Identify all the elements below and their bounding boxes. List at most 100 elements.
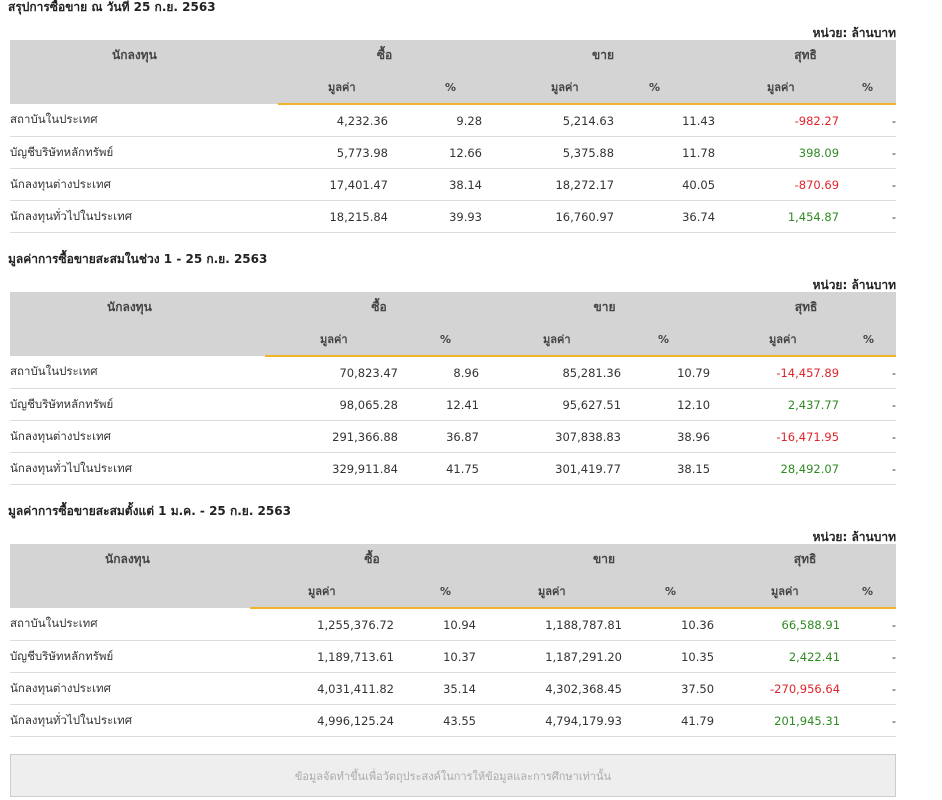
sell-percent: 36.74	[614, 200, 716, 233]
buy-value: 4,996,125.24	[250, 704, 394, 737]
buy-percent: 35.14	[394, 672, 495, 705]
buy-percent: 9.28	[388, 104, 492, 137]
table-row: นักลงทุนทั่วไปในประเทศ 329,911.84 41.75 …	[10, 452, 897, 485]
sell-percent: 38.15	[621, 452, 717, 485]
table-row: สถาบันในประเทศ 1,255,376.72 10.94 1,188,…	[10, 608, 897, 641]
buy-percent: 36.87	[398, 420, 494, 453]
buy-percent: 39.93	[388, 200, 492, 233]
sell-value-header: มูลค่า	[494, 575, 623, 609]
net-percent-header: %	[840, 575, 897, 609]
investor-name: บัญชีบริษัทหลักทรัพย์	[10, 640, 250, 673]
header-spacer	[10, 575, 250, 608]
net-percent: -	[839, 200, 897, 233]
net-percent: -	[840, 608, 897, 641]
buy-value: 98,065.28	[265, 388, 398, 421]
investor-name: นักลงทุนทั่วไปในประเทศ	[10, 452, 265, 485]
net-value-header: มูลค่า	[715, 71, 840, 105]
section-title: มูลค่าการซื้อขายสะสมในช่วง 1 - 25 ก.ย. 2…	[8, 252, 268, 266]
buy-header: ซื้อ	[250, 544, 495, 575]
section-title: มูลค่าการซื้อขายสะสมตั้งแต่ 1 ม.ค. - 25 …	[8, 504, 291, 518]
net-percent: -	[840, 640, 897, 673]
buy-value: 4,031,411.82	[250, 672, 394, 705]
sell-value: 4,794,179.93	[494, 704, 623, 737]
investor-name: สถาบันในประเทศ	[10, 608, 250, 641]
sell-value-header: มูลค่า	[493, 323, 622, 357]
buy-value: 5,773.98	[278, 136, 388, 169]
net-value: 28,492.07	[716, 452, 840, 485]
buy-value: 291,366.88	[265, 420, 398, 453]
unit-label: หน่วย: ล้านบาท	[812, 278, 896, 292]
buy-value-header: มูลค่า	[278, 71, 388, 105]
net-header: สุทธิ	[716, 292, 897, 323]
sell-header: ขาย	[493, 292, 717, 323]
sell-value: 5,375.88	[491, 136, 615, 169]
net-percent: -	[839, 168, 897, 201]
buy-percent: 38.14	[388, 168, 492, 201]
sell-value: 16,760.97	[491, 200, 615, 233]
sell-percent: 10.36	[622, 608, 715, 641]
table-row: นักลงทุนต่างประเทศ 17,401.47 38.14 18,27…	[10, 168, 897, 201]
net-percent: -	[839, 136, 897, 169]
net-percent: -	[839, 452, 897, 485]
net-value: 398.09	[715, 136, 840, 169]
buy-percent: 10.94	[394, 608, 495, 641]
sell-value: 1,188,787.81	[494, 608, 623, 641]
section-title: สรุปการซื้อขาย ณ วันที่ 25 ก.ย. 2563	[8, 0, 216, 14]
sell-percent-header: %	[622, 575, 715, 609]
net-value-header: มูลค่า	[714, 575, 841, 609]
investor-name: นักลงทุนทั่วไปในประเทศ	[10, 200, 278, 233]
sell-percent: 11.78	[614, 136, 716, 169]
buy-value: 18,215.84	[278, 200, 388, 233]
table-row: นักลงทุนต่างประเทศ 291,366.88 36.87 307,…	[10, 420, 897, 453]
sell-value: 301,419.77	[493, 452, 622, 485]
unit-label: หน่วย: ล้านบาท	[812, 26, 896, 40]
trading-table: นักลงทุน ซื้อ ขาย สุทธิ มูลค่า % มูลค่า …	[10, 544, 897, 737]
buy-value: 329,911.84	[265, 452, 398, 485]
net-value: 201,945.31	[714, 704, 841, 737]
investor-name: นักลงทุนต่างประเทศ	[10, 168, 278, 201]
buy-percent: 10.37	[394, 640, 495, 673]
table-row: บัญชีบริษัทหลักทรัพย์ 5,773.98 12.66 5,3…	[10, 136, 897, 169]
trading-table: นักลงทุน ซื้อ ขาย สุทธิ มูลค่า % มูลค่า …	[10, 40, 897, 233]
buy-value-header: มูลค่า	[250, 575, 394, 609]
sell-percent: 40.05	[614, 168, 716, 201]
investor-name: บัญชีบริษัทหลักทรัพย์	[10, 136, 278, 169]
net-percent-header: %	[839, 323, 897, 357]
investor-name: นักลงทุนทั่วไปในประเทศ	[10, 704, 250, 737]
sell-percent: 12.10	[621, 388, 717, 421]
investor-name: นักลงทุนต่างประเทศ	[10, 672, 250, 705]
net-value: -870.69	[715, 168, 840, 201]
sell-value: 307,838.83	[493, 420, 622, 453]
disclaimer-note: ข้อมูลจัดทำขึ้นเพื่อวัตถุประสงค์ในการให้…	[10, 754, 896, 797]
net-value: -14,457.89	[716, 356, 840, 389]
sell-value: 18,272.17	[491, 168, 615, 201]
sell-value: 1,187,291.20	[494, 640, 623, 673]
net-percent: -	[839, 420, 897, 453]
buy-percent: 43.55	[394, 704, 495, 737]
net-percent: -	[839, 356, 897, 389]
buy-percent-header: %	[394, 575, 495, 609]
investor-name: สถาบันในประเทศ	[10, 356, 265, 389]
sell-value: 4,302,368.45	[494, 672, 623, 705]
net-percent: -	[840, 672, 897, 705]
investor-header: นักลงทุน	[10, 292, 265, 323]
investor-name: สถาบันในประเทศ	[10, 104, 278, 137]
buy-header: ซื้อ	[278, 40, 492, 71]
investor-name: บัญชีบริษัทหลักทรัพย์	[10, 388, 265, 421]
table-row: นักลงทุนทั่วไปในประเทศ 4,996,125.24 43.5…	[10, 704, 897, 737]
investor-name: นักลงทุนต่างประเทศ	[10, 420, 265, 453]
unit-label: หน่วย: ล้านบาท	[812, 530, 896, 544]
buy-value: 17,401.47	[278, 168, 388, 201]
net-value: 2,437.77	[716, 388, 840, 421]
net-value-header: มูลค่า	[716, 323, 840, 357]
buy-percent-header: %	[398, 323, 494, 357]
table-row: นักลงทุนต่างประเทศ 4,031,411.82 35.14 4,…	[10, 672, 897, 705]
buy-percent-header: %	[388, 71, 492, 105]
net-value: -982.27	[715, 104, 840, 137]
net-header: สุทธิ	[714, 544, 897, 575]
net-percent: -	[839, 104, 897, 137]
buy-percent: 8.96	[398, 356, 494, 389]
table-row: บัญชีบริษัทหลักทรัพย์ 1,189,713.61 10.37…	[10, 640, 897, 673]
investor-header: นักลงทุน	[10, 544, 250, 575]
sell-value-header: มูลค่า	[491, 71, 615, 105]
